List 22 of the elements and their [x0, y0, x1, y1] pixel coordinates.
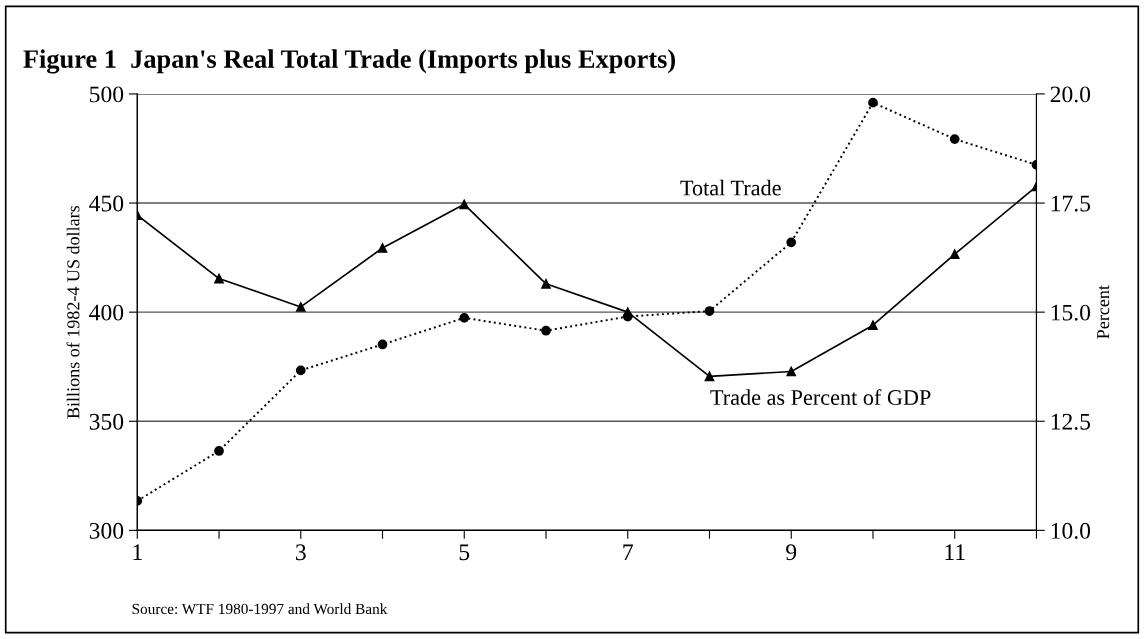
x-tick-label: 1 [133, 544, 142, 560]
series-label: Trade as Percent of GDP [710, 389, 931, 405]
chart-title: Figure 1 Japan's Real Total Trade (Imports plus Exports) [23, 49, 675, 74]
x-tick-label: 5 [459, 544, 470, 561]
y-tick-label: 350 [89, 413, 124, 430]
x-tick-label: 9 [786, 544, 797, 561]
y2-tick-label: 10.0 [1051, 522, 1091, 539]
y2-axis-title: Percent [1097, 285, 1110, 339]
y-tick-label: 450 [89, 195, 124, 212]
x-tick-label: 11 [945, 544, 965, 560]
y-tick-label: 400 [89, 304, 124, 321]
x-tick-label: 3 [295, 544, 306, 561]
y2-tick-label: 15.0 [1051, 304, 1091, 321]
y2-tick-label: 17.5 [1051, 195, 1091, 212]
y2-tick-label: 12.5 [1051, 413, 1091, 430]
source-note: Source: WTF 1980-1997 and World Bank [132, 603, 388, 615]
y-tick-label: 300 [89, 522, 124, 539]
y2-tick-label: 20.0 [1050, 86, 1091, 103]
y-axis-title: Billions of 1982-4 US dollars [66, 205, 80, 419]
series-label: Total Trade [680, 179, 781, 196]
y-tick-label: 500 [90, 86, 124, 103]
x-tick-label: 7 [623, 544, 633, 560]
